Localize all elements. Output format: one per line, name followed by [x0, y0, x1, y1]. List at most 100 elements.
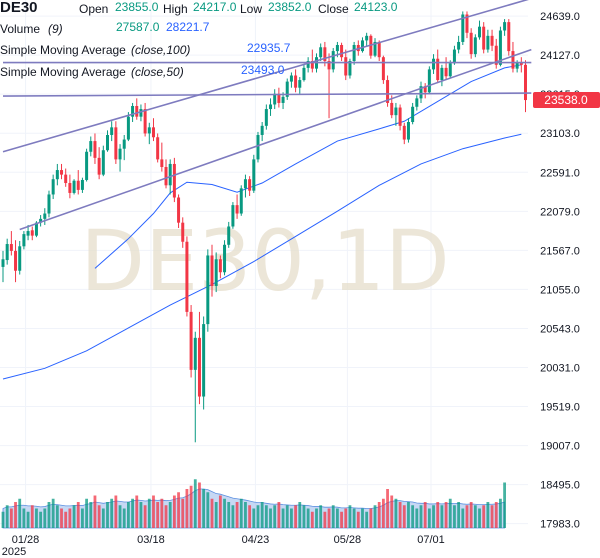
volume-bar: [231, 505, 235, 528]
candle-body: [223, 244, 227, 273]
volume-param: (9): [48, 22, 63, 36]
price-tick-label: 24639.0: [540, 11, 580, 23]
volume-bar: [72, 505, 76, 528]
sma50-value: 23493.0: [241, 63, 285, 77]
sma50-param: (close,50): [131, 65, 184, 79]
close-value: 24123.0: [354, 0, 398, 14]
symbol-watermark: DE30,1D: [80, 212, 449, 310]
sma50-label: Simple Moving Average: [0, 65, 126, 79]
volume-bar: [432, 505, 435, 528]
time-axis[interactable]: 01/28 03/18 04/23 05/28 07/01 2025: [2, 534, 445, 558]
volume-bar: [310, 511, 314, 528]
trendlines[interactable]: [2, 0, 532, 231]
candle-body: [498, 30, 502, 65]
candle-body: [177, 197, 181, 223]
price-tick-label: 22079.0: [540, 206, 580, 218]
volume-legend: Volume (9) 27587.0 28221.7: [0, 20, 260, 38]
price-tick-label: 22591.0: [540, 167, 580, 179]
volume-bar: [156, 502, 160, 528]
candle-body: [243, 179, 247, 189]
volume-bar: [423, 502, 427, 528]
volume-bar: [494, 502, 498, 528]
candle-body: [160, 159, 164, 168]
volume-bar: [160, 498, 164, 528]
time-tick-label: 03/18: [137, 534, 165, 546]
candle-body: [469, 32, 473, 55]
volume-bar: [248, 505, 252, 528]
candle-body: [524, 64, 527, 101]
candle-body: [365, 35, 369, 41]
volume-bar: [1, 511, 5, 528]
volume-bar: [306, 508, 310, 528]
candle-body: [486, 35, 490, 50]
open-value: 23855.0: [115, 0, 159, 14]
volume-bar: [461, 508, 465, 528]
volume-bar: [427, 508, 431, 528]
candle-body: [340, 44, 344, 58]
candle-body: [289, 75, 293, 82]
candle-body: [390, 102, 394, 116]
candle-body: [18, 246, 22, 271]
candle-body: [298, 80, 302, 88]
volume-bar: [398, 502, 402, 528]
volume-bar: [252, 508, 256, 528]
candle-body: [440, 67, 444, 81]
volume-bar: [407, 502, 410, 528]
volume-bar: [273, 505, 277, 528]
sma100-line: [2, 133, 522, 380]
volume-bar: [9, 508, 13, 528]
volume-bar: [361, 508, 364, 528]
volume-bar: [223, 498, 226, 528]
volume-bar: [348, 505, 352, 528]
volume-bar: [81, 508, 84, 528]
volume-bar: [60, 508, 63, 528]
time-tick-label: 07/01: [417, 534, 445, 546]
candle-body: [478, 26, 482, 38]
sma100-label: Simple Moving Average: [0, 43, 126, 57]
candle-body: [210, 255, 214, 286]
volume-bar: [185, 489, 189, 528]
candle-body: [373, 41, 377, 56]
volume-value-2: 28221.7: [166, 20, 210, 34]
time-tick-label: 05/28: [334, 534, 362, 546]
candle-body: [490, 35, 494, 46]
volume-bar: [47, 502, 51, 528]
volume-bar: [110, 498, 114, 528]
price-axis[interactable]: 24639.024127.023615.023103.022591.022079…: [540, 11, 580, 531]
volume-bar: [193, 479, 197, 528]
volume-bar: [164, 505, 168, 528]
candle-body: [269, 104, 273, 110]
volume-bar: [97, 505, 101, 528]
volume-bar: [85, 498, 88, 528]
candle-body: [323, 47, 327, 62]
volume-bar: [419, 505, 423, 528]
candle-body: [377, 41, 381, 58]
candle-body: [327, 61, 331, 70]
candle-body: [294, 75, 298, 88]
candle-body: [172, 163, 176, 198]
volume-bar: [89, 502, 93, 528]
close-label: Close: [318, 2, 349, 16]
candle-body: [14, 250, 18, 271]
volume-bar: [147, 498, 151, 528]
candle-body: [427, 69, 431, 93]
candle-body: [168, 163, 172, 186]
candle-body: [1, 259, 5, 267]
candle-body: [494, 45, 498, 65]
candle-body: [461, 14, 465, 42]
candle-body: [419, 86, 423, 99]
candle-body: [147, 127, 151, 134]
candle-body: [515, 62, 519, 69]
candle-body: [106, 134, 109, 151]
volume-bar: [285, 505, 289, 528]
volume-bar: [465, 505, 469, 528]
candle-body: [402, 125, 406, 140]
sma50-legend: Simple Moving Average (close,50) 23493.0: [0, 63, 300, 81]
volume-bar: [127, 502, 130, 528]
high-value: 24217.0: [193, 0, 237, 14]
low-value: 23852.0: [268, 0, 312, 14]
price-tick-label: 18495.0: [540, 480, 580, 492]
price-tick-label: 17983.0: [540, 519, 580, 531]
volume-bar: [68, 508, 72, 528]
